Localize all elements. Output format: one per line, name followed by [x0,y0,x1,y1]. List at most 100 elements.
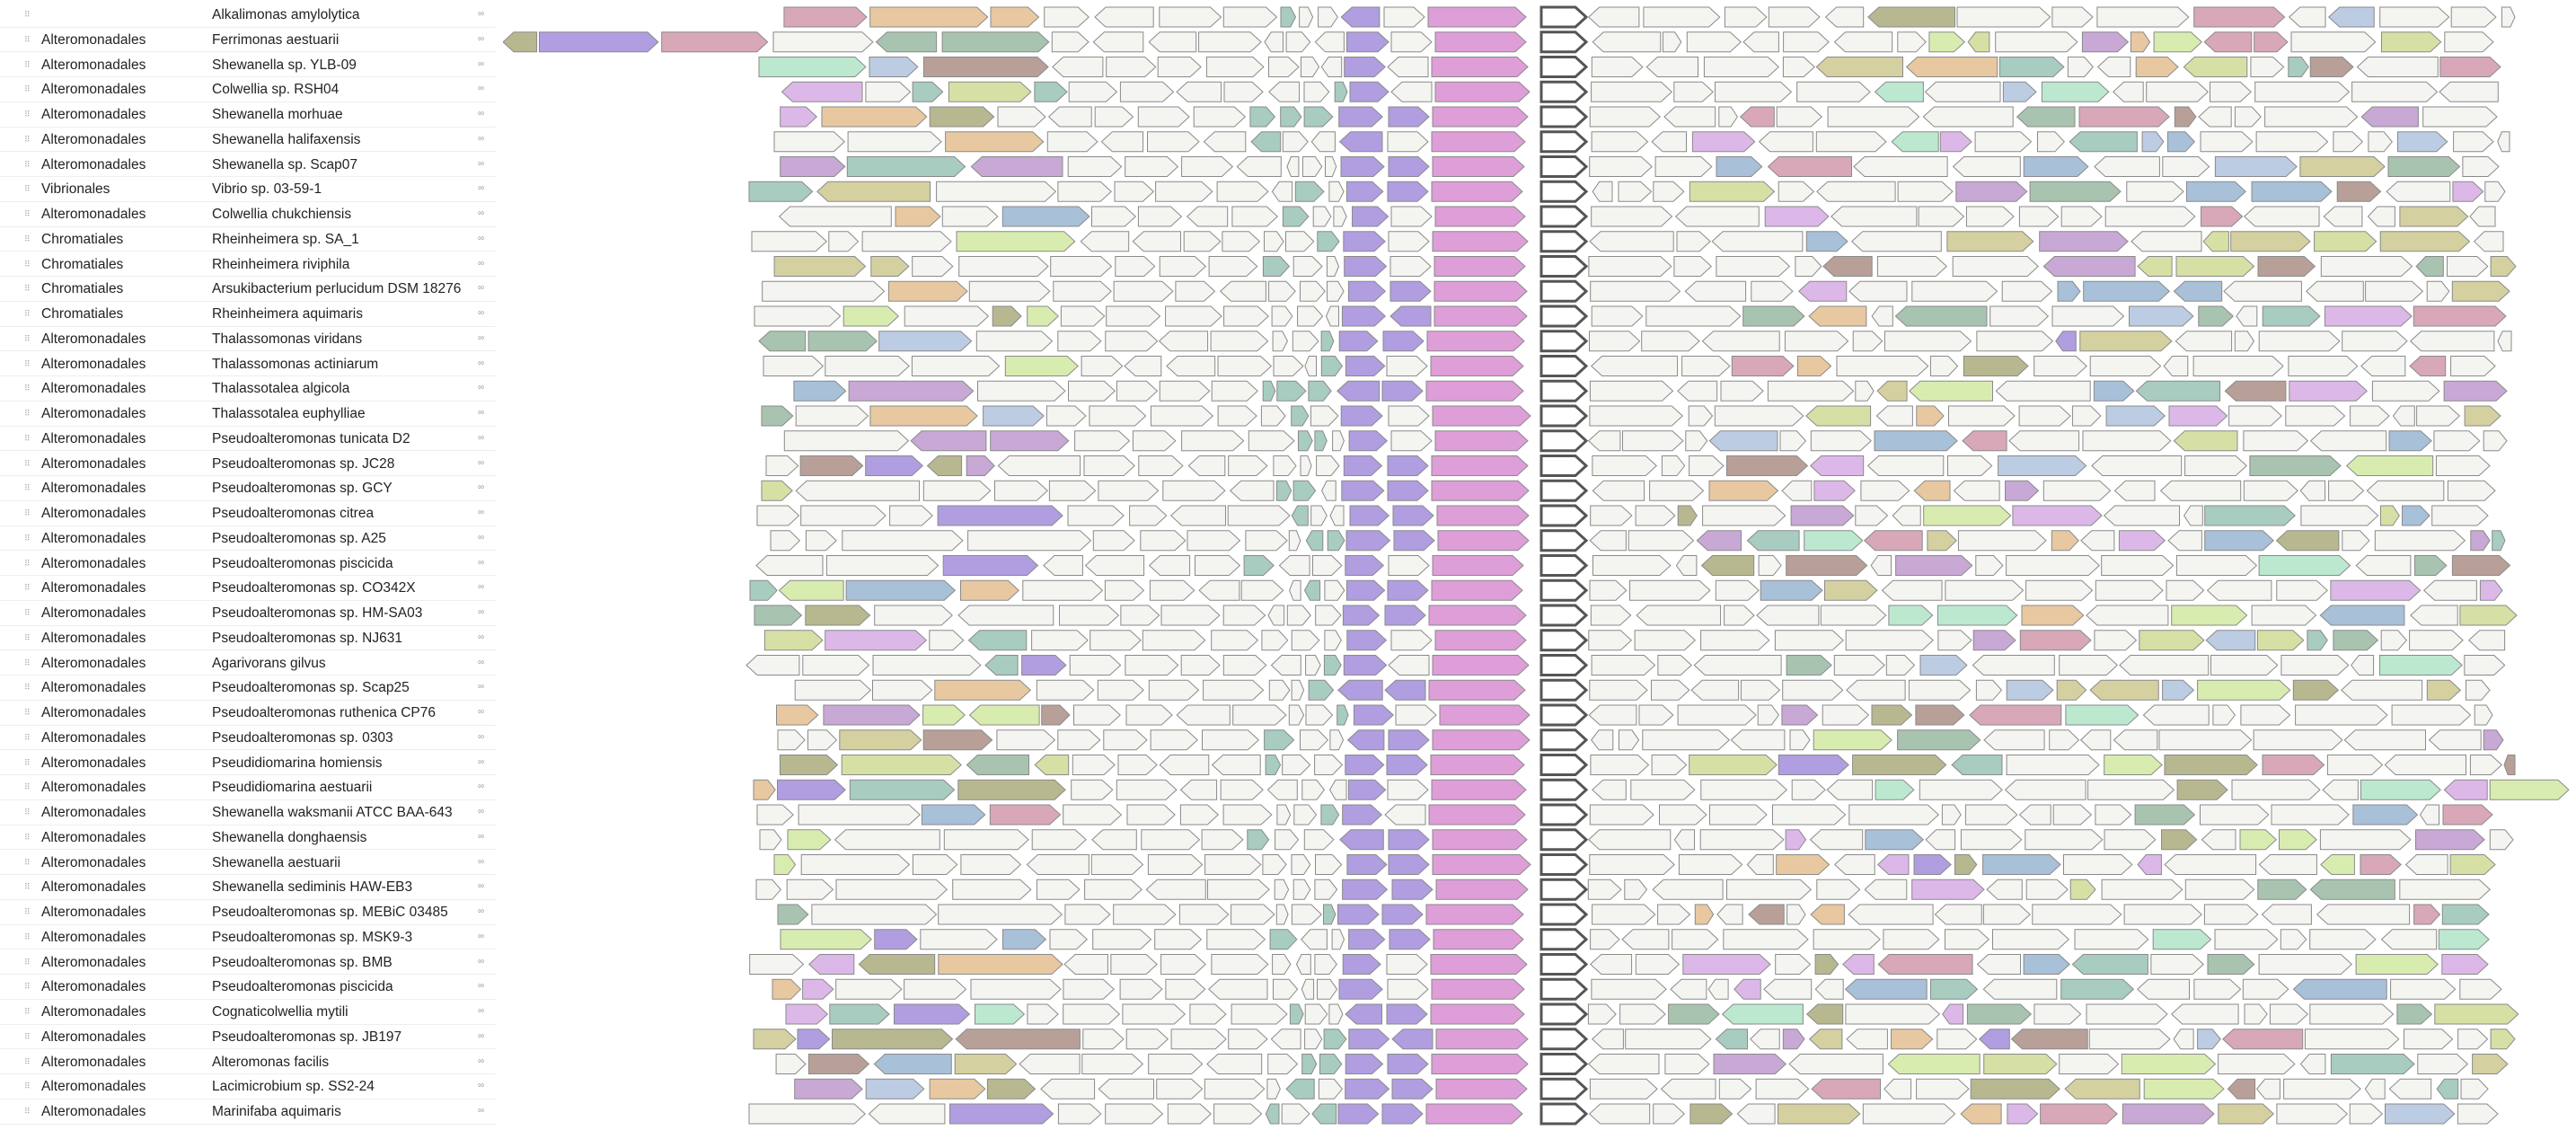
gene-arrow[interactable] [2008,430,2080,452]
query-gene-arrow[interactable] [1539,279,1589,303]
gene-arrow[interactable] [2087,779,2175,800]
gene-arrow[interactable] [2078,106,2170,128]
gene-arrow[interactable] [2089,679,2159,701]
gene-arrow[interactable] [1345,530,1391,552]
gene-arrow[interactable] [1432,405,1531,427]
drag-handle-icon[interactable]: ⠿ [24,10,31,19]
gene-arrow[interactable] [2168,405,2228,427]
gene-arrow[interactable] [2139,630,2205,651]
gene-arrow[interactable] [2255,131,2329,153]
gene-arrow[interactable] [1303,81,1330,102]
gene-arrow[interactable] [2324,305,2413,327]
gene-arrow[interactable] [1387,480,1429,501]
gene-arrow[interactable] [1805,405,1872,427]
gene-arrow[interactable] [1387,779,1429,800]
gene-arrow[interactable] [1170,1029,1227,1050]
gene-arrow[interactable] [1795,256,1822,277]
gene-arrow[interactable] [1678,854,1743,875]
gene-arrow[interactable] [1976,331,2054,352]
gene-arrow[interactable] [1588,1103,1651,1125]
gene-arrow[interactable] [1591,729,1614,751]
gene-arrow[interactable] [1673,829,1695,851]
gene-arrow[interactable] [1345,356,1386,376]
gene-arrow[interactable] [1711,231,1804,252]
gene-arrow[interactable] [2083,280,2171,302]
gene-arrow[interactable] [2018,206,2060,227]
gene-arrow[interactable] [2141,131,2165,153]
gene-arrow[interactable] [1393,530,1435,552]
link-icon[interactable]: ∞ [478,582,485,593]
gene-arrow[interactable] [761,480,793,501]
gene-arrow[interactable] [1063,804,1123,826]
gene-arrow[interactable] [1346,31,1389,53]
gene-arrow[interactable] [1084,879,1142,900]
gene-arrow[interactable] [1211,755,1261,775]
gene-arrow[interactable] [1386,755,1428,775]
drag-handle-icon[interactable]: ⠿ [24,982,31,992]
gene-arrow[interactable] [1955,181,2028,202]
gene-arrow[interactable] [1784,331,1849,352]
gene-arrow[interactable] [1272,331,1288,352]
query-gene-arrow[interactable] [1539,977,1589,1001]
gene-arrow[interactable] [2163,356,2189,376]
gene-arrow[interactable] [799,455,864,476]
gene-arrow[interactable] [1195,555,1241,576]
gene-arrow[interactable] [1338,978,1383,1000]
gene-arrow[interactable] [1352,206,1389,227]
gene-arrow[interactable] [1325,305,1339,327]
gene-arrow[interactable] [823,704,921,726]
gene-arrow[interactable] [1751,280,1794,302]
gene-arrow[interactable] [2439,81,2499,102]
gene-arrow[interactable] [1966,1003,2033,1025]
gene-arrow[interactable] [2055,331,2077,352]
drag-handle-icon[interactable]: ⠿ [24,84,31,94]
gene-arrow[interactable] [2457,1103,2499,1125]
gene-arrow[interactable] [1590,605,1632,626]
gene-arrow[interactable] [1057,181,1112,202]
gene-arrow[interactable] [1327,530,1345,552]
gene-arrow[interactable] [1301,929,1328,950]
gene-arrow[interactable] [1318,6,1338,28]
gene-arrow[interactable] [1618,181,1653,202]
drag-handle-icon[interactable]: ⠿ [24,583,31,593]
drag-handle-icon[interactable]: ⠿ [24,857,31,867]
gene-arrow[interactable] [1045,405,1087,427]
gene-arrow[interactable] [1434,305,1528,327]
gene-arrow[interactable] [1288,530,1301,552]
gene-arrow[interactable] [2095,579,2164,601]
gene-arrow[interactable] [1439,704,1531,726]
gene-arrow[interactable] [1767,156,1852,177]
gene-arrow[interactable] [2360,356,2406,376]
gene-arrow[interactable] [1201,829,1244,851]
query-gene-arrow[interactable] [1539,754,1589,776]
gene-arrow[interactable] [1270,1029,1301,1050]
gene-arrow[interactable] [1329,729,1345,751]
gene-arrow[interactable] [996,729,1056,751]
gene-arrow[interactable] [1425,1103,1523,1125]
gene-arrow[interactable] [1052,57,1104,77]
gene-arrow[interactable] [816,181,931,202]
gene-arrow[interactable] [1308,679,1335,701]
gene-arrow[interactable] [954,1054,1018,1074]
gene-arrow[interactable] [2060,206,2103,227]
gene-arrow[interactable] [2202,231,2229,252]
gene-arrow[interactable] [2439,57,2501,77]
gene-arrow[interactable] [780,156,846,177]
gene-arrow[interactable] [1291,854,1311,875]
gene-arrow[interactable] [1876,380,1908,402]
gene-arrow[interactable] [1273,455,1297,476]
gene-arrow[interactable] [2052,804,2093,826]
gene-arrow[interactable] [904,305,990,327]
gene-arrow[interactable] [754,305,842,327]
gene-arrow[interactable] [1189,1003,1227,1025]
drag-handle-icon[interactable]: ⠿ [24,358,31,368]
gene-arrow[interactable] [2345,455,2434,476]
gene-arrow[interactable] [1739,106,1775,128]
gene-arrow[interactable] [2300,505,2379,526]
gene-arrow[interactable] [1340,156,1385,177]
gene-arrow[interactable] [1294,181,1325,202]
gene-arrow[interactable] [1300,280,1326,302]
gene-arrow[interactable] [1067,156,1123,177]
gene-arrow[interactable] [2276,579,2328,601]
query-gene-arrow[interactable] [1539,379,1589,402]
